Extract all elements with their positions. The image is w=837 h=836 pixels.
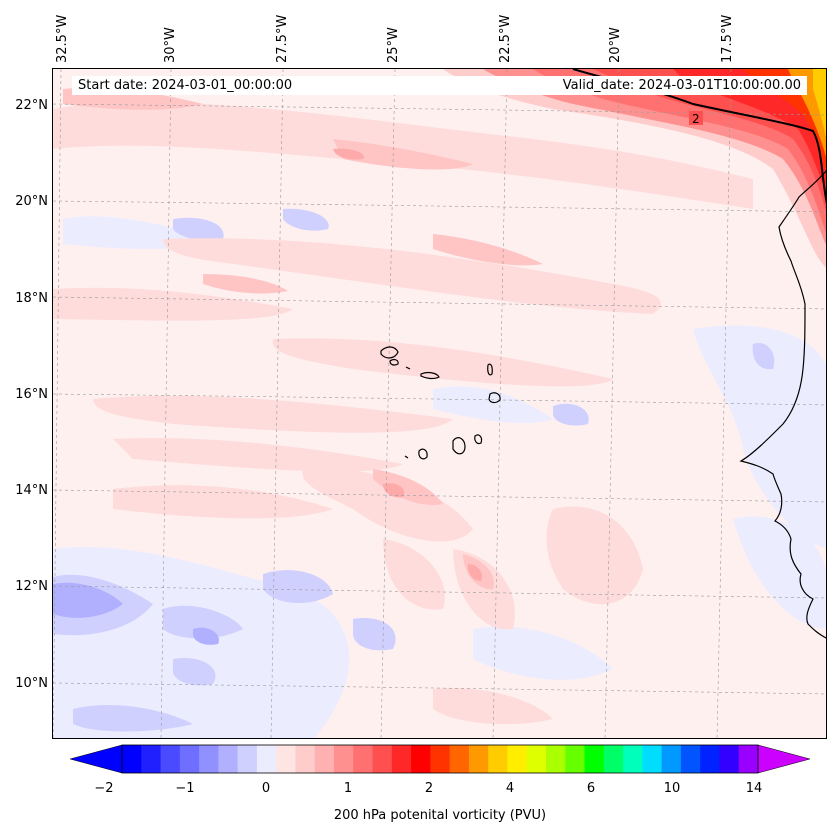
colorbar-segment (314, 745, 335, 773)
graticule (53, 69, 826, 738)
colorbar-segment (565, 745, 586, 773)
colorbar-segment (160, 745, 181, 773)
colorbar-tick-14: 14 (745, 781, 763, 796)
valid-date-label: Valid_date: 2024-03-01T10:00:00.00 (532, 76, 807, 95)
map-panel: 2 (52, 68, 827, 739)
colorbar-segment (546, 745, 566, 773)
colorbar-segment (526, 745, 547, 773)
contour-label-bg (689, 111, 703, 125)
negative-pv-cores (53, 582, 219, 645)
colorbar-segment (488, 745, 508, 773)
colorbar-segment (122, 745, 142, 773)
colorbar-tick-neg1: −1 (175, 781, 195, 796)
lat-label-22n: 22°N (15, 98, 48, 113)
colorbar-segment (237, 745, 258, 773)
colorbar-segment (584, 745, 605, 773)
colorbar-segment (218, 745, 239, 773)
lat-label-10n: 10°N (15, 676, 48, 691)
colorbar-tick-neg2: −2 (94, 781, 114, 796)
lon-label-30w: 30°W (163, 27, 178, 63)
colorbar-segment (141, 745, 162, 773)
contour-label: 2 (692, 112, 700, 126)
pv-field-map: 2 (53, 69, 826, 738)
colorbar-extend-low (70, 744, 123, 774)
colorbar-segments (122, 745, 759, 773)
colorbar-segment (700, 745, 720, 773)
colorbar-segment (334, 745, 354, 773)
africa-coastline (739, 170, 826, 639)
colorbar-tick-2: 2 (424, 781, 434, 796)
colorbar-tick-10: 10 (663, 781, 681, 796)
colorbar-segment (276, 745, 296, 773)
colorbar-segment (603, 745, 624, 773)
colorbar-segment (449, 745, 470, 773)
lon-label-27-5w: 27.5°W (275, 14, 290, 63)
lon-label-25w: 25°W (386, 27, 401, 63)
colorbar-segment (256, 745, 277, 773)
colorbar-segment (507, 745, 528, 773)
cape-verde-islands (380, 346, 501, 460)
lon-label-17-5w: 17.5°W (720, 14, 735, 63)
colorbar-segment (738, 745, 759, 773)
colorbar-segment (353, 745, 374, 773)
lat-label-20n: 20°N (15, 194, 48, 209)
colorbar-segment (623, 745, 643, 773)
lon-label-32-5w: 32.5°W (55, 14, 70, 63)
lat-label-14n: 14°N (15, 483, 48, 498)
colorbar-tick-6: 6 (586, 781, 596, 796)
colorbar-tick-4: 4 (505, 781, 515, 796)
colorbar-segment (199, 745, 219, 773)
lat-label-18n: 18°N (15, 291, 48, 306)
colorbar-segment (661, 745, 682, 773)
colorbar-segment (680, 745, 701, 773)
colorbar-segment (411, 745, 431, 773)
colorbar-segment (468, 745, 489, 773)
positive-pv-cores (63, 87, 543, 590)
colorbar-tick-0: 0 (261, 781, 271, 796)
lon-label-20w: 20°W (608, 27, 623, 63)
positive-pv-small-cores (333, 148, 483, 581)
colorbar-tick-1: 1 (343, 781, 353, 796)
colorbar-segment (179, 745, 200, 773)
colorbar (70, 744, 810, 774)
colorbar-extend-high (757, 744, 810, 774)
colorbar-segment (295, 745, 316, 773)
colorbar-label: 200 hPa potenital vorticity (PVU) (333, 808, 547, 823)
lat-label-16n: 16°N (15, 387, 48, 402)
lat-label-12n: 12°N (15, 579, 48, 594)
colorbar-segment (372, 745, 393, 773)
lon-label-22-5w: 22.5°W (498, 14, 513, 63)
colorbar-segment (719, 745, 740, 773)
colorbar-segment (391, 745, 412, 773)
start-date-label: Start date: 2024-03-01_00:00:00 (72, 76, 538, 95)
colorbar-segment (642, 745, 663, 773)
negative-pv-patches (53, 208, 775, 732)
colorbar-segment (430, 745, 451, 773)
